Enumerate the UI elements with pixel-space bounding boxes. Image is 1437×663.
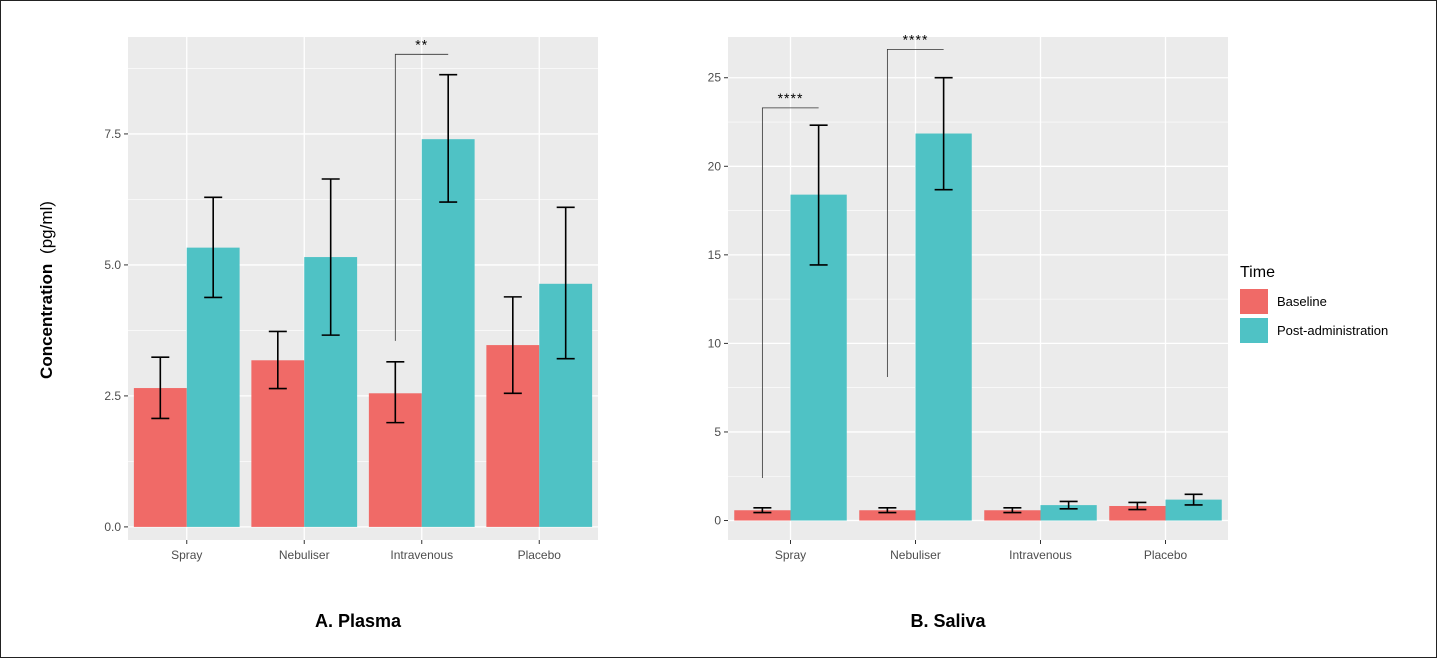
saliva-bar-baseline-spray [734,510,791,521]
saliva-x-tick-label-spray: Spray [775,548,806,562]
plasma-bar-post-administration-intravenous [421,139,475,527]
y-axis-label: Concentration (pg/ml) [37,201,56,379]
saliva-significance-label-spray: **** [778,90,804,106]
legend: Time Baseline Post-administration [1240,264,1388,343]
saliva-bar-post-administration-placebo [1165,499,1222,521]
saliva-bar-baseline-nebuliser [859,510,916,521]
plasma-y-tick-label: 7.5 [104,127,121,141]
plasma-panel: 0.0 2.5 5.0 7.5 Spray Nebuliser Intravenous Pla… [104,36,598,562]
saliva-x-tick-label-intravenous: Intravenous [1009,548,1072,562]
legend-title: Time [1240,264,1275,281]
y-axis-label-unit: (pg/ml) [37,201,56,254]
saliva-y-tick-label: 10 [708,336,722,350]
legend-label-post-administration: Post-administration [1277,323,1388,338]
legend-label-baseline: Baseline [1277,294,1327,309]
y-axis-label-main: Concentration [37,264,56,379]
saliva-x-tick-label-nebuliser: Nebuliser [890,548,941,562]
saliva-panel-label: B. Saliva [910,611,986,631]
saliva-bar-post-administration-intravenous [1040,505,1097,521]
saliva-y-tick-label: 20 [708,159,722,173]
plasma-y-tick-label: 0.0 [104,520,121,534]
saliva-significance-bracket-spray [761,107,819,479]
plasma-x-tick-label-nebuliser: Nebuliser [279,548,330,562]
saliva-bar-baseline-placebo [1109,505,1166,521]
saliva-y-tick-label: 15 [708,248,722,262]
plasma-significance-label-intravenous: ** [415,36,428,52]
saliva-x-tick-label-placebo: Placebo [1144,548,1188,562]
saliva-significance-bracket-nebuliser [886,48,944,378]
plasma-x-tick-label-placebo: Placebo [518,548,562,562]
saliva-bar-post-administration-nebuliser [915,133,972,521]
plasma-x-tick-label-intravenous: Intravenous [390,548,453,562]
plasma-panel-label: A. Plasma [315,611,402,631]
plasma-y-tick-label: 2.5 [104,389,121,403]
saliva-significance-label-nebuliser: **** [903,31,929,47]
saliva-y-tick-label: 5 [714,425,721,439]
saliva-panel: 0 5 10 15 20 25 Spray Nebuliser Intravenous Place… [708,31,1228,562]
legend-swatch-baseline [1240,289,1268,314]
saliva-y-tick-label: 0 [714,514,721,528]
plasma-x-tick-label-spray: Spray [171,548,202,562]
plasma-y-tick-label: 5.0 [104,258,121,272]
saliva-y-tick-label: 25 [708,71,722,85]
legend-swatch-post-administration [1240,318,1268,343]
plasma-significance-bracket-intravenous [394,53,449,341]
saliva-bar-baseline-intravenous [984,510,1041,521]
